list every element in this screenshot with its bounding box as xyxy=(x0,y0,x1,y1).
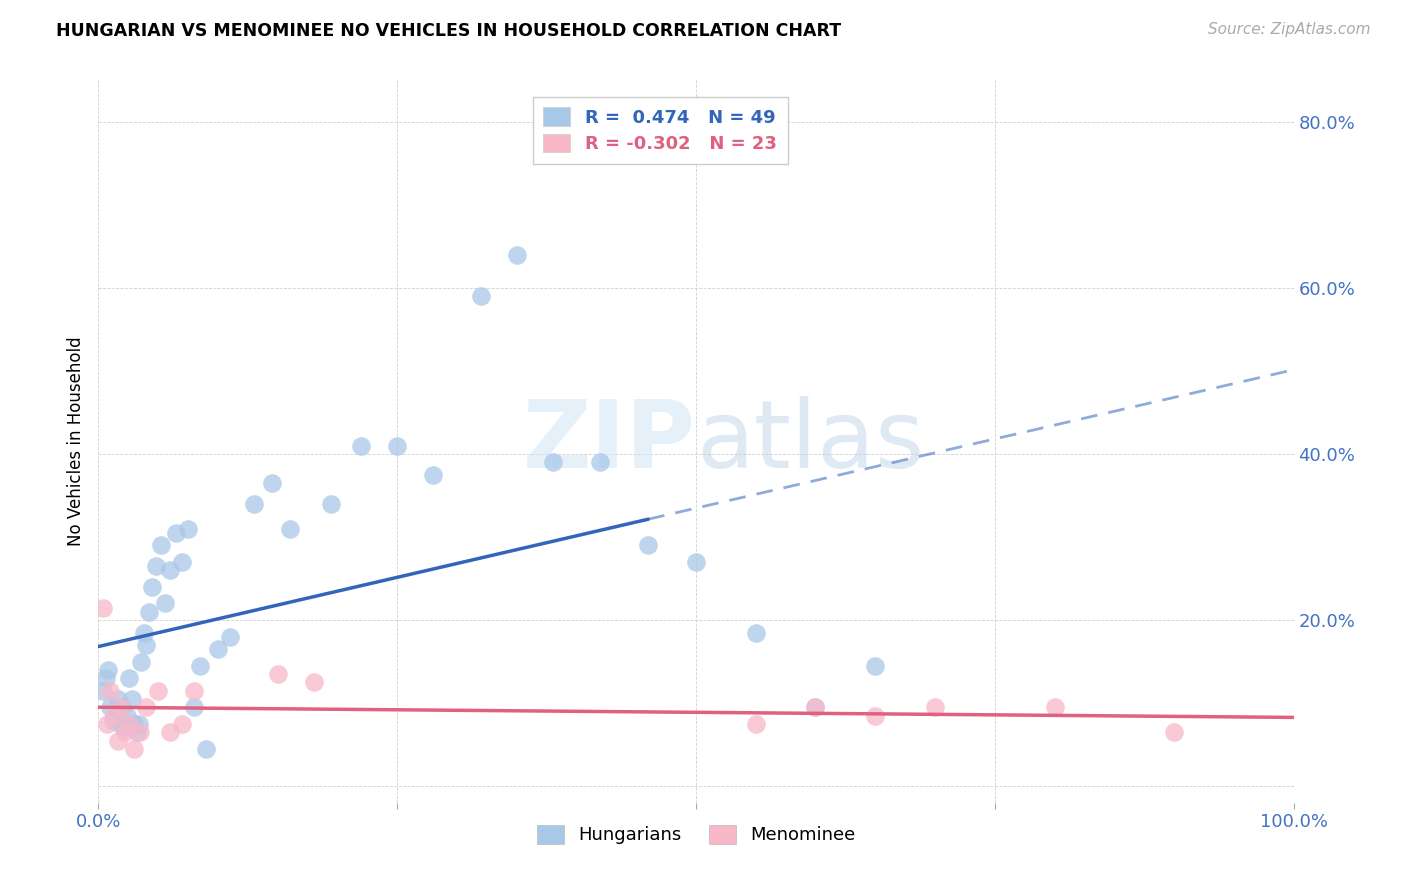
Point xyxy=(135,638,157,652)
Point xyxy=(172,555,194,569)
Point xyxy=(321,497,343,511)
Point xyxy=(804,700,827,714)
Point xyxy=(108,717,131,731)
Point xyxy=(589,455,612,469)
Point xyxy=(1163,725,1185,739)
Point xyxy=(103,708,125,723)
Point xyxy=(98,683,122,698)
Point xyxy=(422,467,444,482)
Point xyxy=(110,700,132,714)
Point xyxy=(177,522,200,536)
Point xyxy=(207,642,229,657)
Point xyxy=(96,717,118,731)
Point xyxy=(165,525,187,540)
Point xyxy=(141,580,163,594)
Point xyxy=(243,497,266,511)
Point xyxy=(125,725,148,739)
Point xyxy=(107,733,129,747)
Point xyxy=(98,700,122,714)
Point xyxy=(195,741,218,756)
Point xyxy=(124,717,146,731)
Point xyxy=(637,538,659,552)
Point xyxy=(385,439,409,453)
Point xyxy=(128,717,150,731)
Point xyxy=(131,655,153,669)
Point xyxy=(260,476,283,491)
Point xyxy=(470,289,492,303)
Point xyxy=(97,663,120,677)
Point xyxy=(145,559,167,574)
Point xyxy=(91,683,114,698)
Point xyxy=(172,717,194,731)
Point xyxy=(685,555,707,569)
Point xyxy=(219,630,242,644)
Point xyxy=(104,708,127,723)
Text: ZIP: ZIP xyxy=(523,395,696,488)
Point xyxy=(91,600,114,615)
Point xyxy=(101,713,124,727)
Point xyxy=(94,671,117,685)
Point xyxy=(350,439,373,453)
Point xyxy=(302,675,325,690)
Point xyxy=(118,671,141,685)
Point xyxy=(159,725,181,739)
Point xyxy=(135,700,157,714)
Point xyxy=(118,717,141,731)
Point xyxy=(149,538,172,552)
Point xyxy=(1043,700,1066,714)
Point xyxy=(924,700,946,714)
Point xyxy=(183,700,205,714)
Point xyxy=(115,708,138,723)
Point xyxy=(804,700,827,714)
Text: HUNGARIAN VS MENOMINEE NO VEHICLES IN HOUSEHOLD CORRELATION CHART: HUNGARIAN VS MENOMINEE NO VEHICLES IN HO… xyxy=(56,22,841,40)
Point xyxy=(278,522,301,536)
Point xyxy=(111,700,134,714)
Point xyxy=(124,741,146,756)
Point xyxy=(129,725,152,739)
Point xyxy=(745,625,768,640)
Point xyxy=(114,725,136,739)
Text: atlas: atlas xyxy=(696,395,924,488)
Point xyxy=(155,597,177,611)
Text: Source: ZipAtlas.com: Source: ZipAtlas.com xyxy=(1208,22,1371,37)
Point xyxy=(745,717,768,731)
Point xyxy=(865,708,887,723)
Point xyxy=(121,692,143,706)
Point xyxy=(159,563,181,577)
Point xyxy=(132,625,155,640)
Point xyxy=(188,658,211,673)
Point xyxy=(114,721,136,735)
Point xyxy=(138,605,160,619)
Point xyxy=(506,248,529,262)
Point xyxy=(865,658,887,673)
Point xyxy=(267,667,290,681)
Point xyxy=(107,692,129,706)
Point xyxy=(541,455,564,469)
Legend: Hungarians, Menominee: Hungarians, Menominee xyxy=(530,818,862,852)
Point xyxy=(148,683,170,698)
Point xyxy=(183,683,205,698)
Y-axis label: No Vehicles in Household: No Vehicles in Household xyxy=(66,336,84,547)
